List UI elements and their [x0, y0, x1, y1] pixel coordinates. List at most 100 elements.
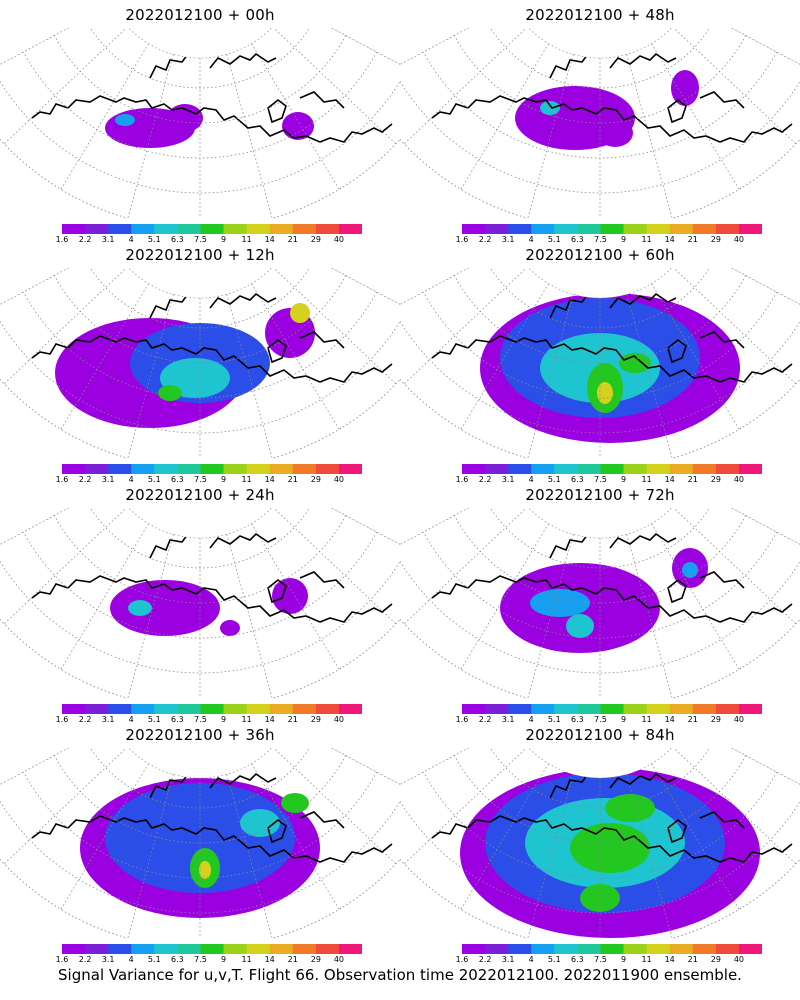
colorbar-swatch	[131, 224, 155, 234]
parallel-line	[23, 51, 377, 159]
meridian-line	[251, 283, 361, 458]
colorbar-tick-label: 7.5	[194, 715, 207, 724]
colorbar-tick-label: 5.1	[147, 955, 161, 964]
colorbar-tick-label: 11	[241, 715, 252, 724]
colorbar	[62, 464, 362, 474]
parallel-line	[400, 560, 800, 674]
meridian-line	[0, 748, 112, 824]
meridian-line	[272, 508, 400, 652]
colorbar-swatch	[623, 224, 648, 234]
colorbar-tick-label: 2.2	[78, 955, 92, 964]
colorbar-swatch	[269, 704, 294, 714]
colorbar-tick-label: 7.5	[594, 475, 607, 484]
parallel-line	[423, 771, 777, 879]
colorbar-swatch	[646, 464, 671, 474]
colorbar-swatch	[554, 944, 578, 954]
variance-shading	[220, 620, 240, 636]
colorbar-tick-label: 3.1	[101, 955, 115, 964]
colorbar-swatch	[715, 224, 740, 234]
colorbar-swatch	[600, 224, 625, 234]
parallel-line	[400, 800, 800, 914]
colorbar-swatch	[577, 224, 601, 234]
parallel-line	[490, 508, 710, 569]
meridian-line	[672, 748, 800, 892]
variance-shading	[158, 385, 182, 401]
colorbar-swatch	[154, 944, 178, 954]
colorbar-labels: 1.6 2.2 3.1 4 5.1 6.3 7.5 9 11 14 21 29 40	[456, 475, 762, 487]
meridian-line	[116, 774, 174, 938]
meridian-line	[400, 268, 528, 412]
colorbar-tick-label: 40	[333, 235, 345, 244]
colorbar-tick-label: 1.6	[455, 715, 469, 724]
variance-shading	[682, 562, 698, 578]
colorbar-swatch	[531, 464, 555, 474]
colorbar	[462, 704, 762, 714]
colorbar-tick-label: 40	[333, 955, 345, 964]
colorbar-swatch	[623, 704, 648, 714]
colorbar-tick-label: 4	[128, 715, 134, 724]
colorbar-swatch	[692, 944, 717, 954]
map-boundary	[0, 28, 400, 218]
variance-shading	[110, 580, 220, 636]
colorbar-tick-label: 11	[641, 475, 652, 484]
map-boundary	[400, 28, 800, 218]
colorbar-swatch	[62, 704, 86, 714]
variance-shading	[605, 794, 655, 822]
colorbar-swatch	[485, 464, 509, 474]
polar-map	[400, 28, 800, 218]
colorbar-tick-label: 29	[310, 235, 321, 244]
colorbar-swatch	[600, 704, 625, 714]
colorbar-swatch	[485, 704, 509, 714]
colorbar-tick-label: 14	[264, 475, 275, 484]
colorbar-swatch	[269, 944, 294, 954]
panel-title: 2022012100 + 12h	[125, 246, 275, 264]
colorbar-tick-label: 2.2	[478, 235, 492, 244]
colorbar-tick-label: 1.6	[55, 235, 69, 244]
meridian-line	[272, 748, 400, 892]
colorbar-tick-label: 7.5	[194, 235, 207, 244]
meridian-line	[651, 763, 761, 938]
colorbar-swatch	[292, 944, 317, 954]
variance-shading	[530, 589, 590, 617]
meridian-line	[0, 28, 112, 104]
colorbar-tick-label: 14	[664, 715, 675, 724]
map-panel: 2022012100 + 60h 1.6 2.2 3.1 4 5.1 6.3 7.5 9 11 14…	[400, 240, 800, 484]
colorbar-tick-label: 4	[528, 955, 534, 964]
colorbar-labels: 1.6 2.2 3.1 4 5.1 6.3 7.5 9 11 14 21 29 40	[56, 475, 362, 487]
variance-shading	[167, 104, 203, 132]
meridian-line	[272, 268, 400, 412]
colorbar-tick-label: 29	[310, 475, 321, 484]
colorbar-tick-label: 5.1	[547, 715, 561, 724]
map-panel: 2022012100 + 00h 1.6 2.2 3.1 4 5.1 6.3 7.5 9 11 14…	[0, 0, 400, 244]
colorbar-labels: 1.6 2.2 3.1 4 5.1 6.3 7.5 9 11 14 21 29 40	[456, 235, 762, 247]
colorbar-tick-label: 29	[710, 475, 721, 484]
meridian-line	[516, 534, 574, 698]
meridian-line	[439, 523, 549, 698]
variance-shading	[282, 112, 314, 140]
colorbar-swatch	[315, 944, 340, 954]
variance-shading	[290, 303, 310, 323]
colorbar-tick-label: 29	[710, 235, 721, 244]
colorbar-swatch	[85, 704, 109, 714]
colorbar-swatch	[177, 464, 201, 474]
colorbar-swatch	[292, 224, 317, 234]
colorbar-tick-label: 4	[128, 475, 134, 484]
meridian-line	[0, 508, 128, 652]
colorbar-tick-label: 21	[687, 475, 698, 484]
parallel-line	[53, 515, 347, 604]
colorbar-tick-label: 7.5	[194, 475, 207, 484]
parallel-line	[90, 28, 310, 89]
colorbar-swatch	[508, 944, 532, 954]
colorbar	[62, 704, 362, 714]
map-panel: 2022012100 + 72h 1.6 2.2 3.1 4 5.1 6.3 7.5 9 11 14…	[400, 480, 800, 724]
colorbar-swatch	[246, 224, 271, 234]
variance-shading	[597, 119, 633, 147]
colorbar-swatch	[646, 224, 671, 234]
polar-map	[0, 508, 400, 698]
meridian-line	[439, 283, 549, 458]
colorbar-tick-label: 40	[733, 715, 745, 724]
meridian-line	[672, 508, 800, 652]
colorbar-tick-label: 5.1	[547, 235, 561, 244]
colorbar-swatch	[738, 944, 762, 954]
meridian-line	[516, 54, 574, 218]
